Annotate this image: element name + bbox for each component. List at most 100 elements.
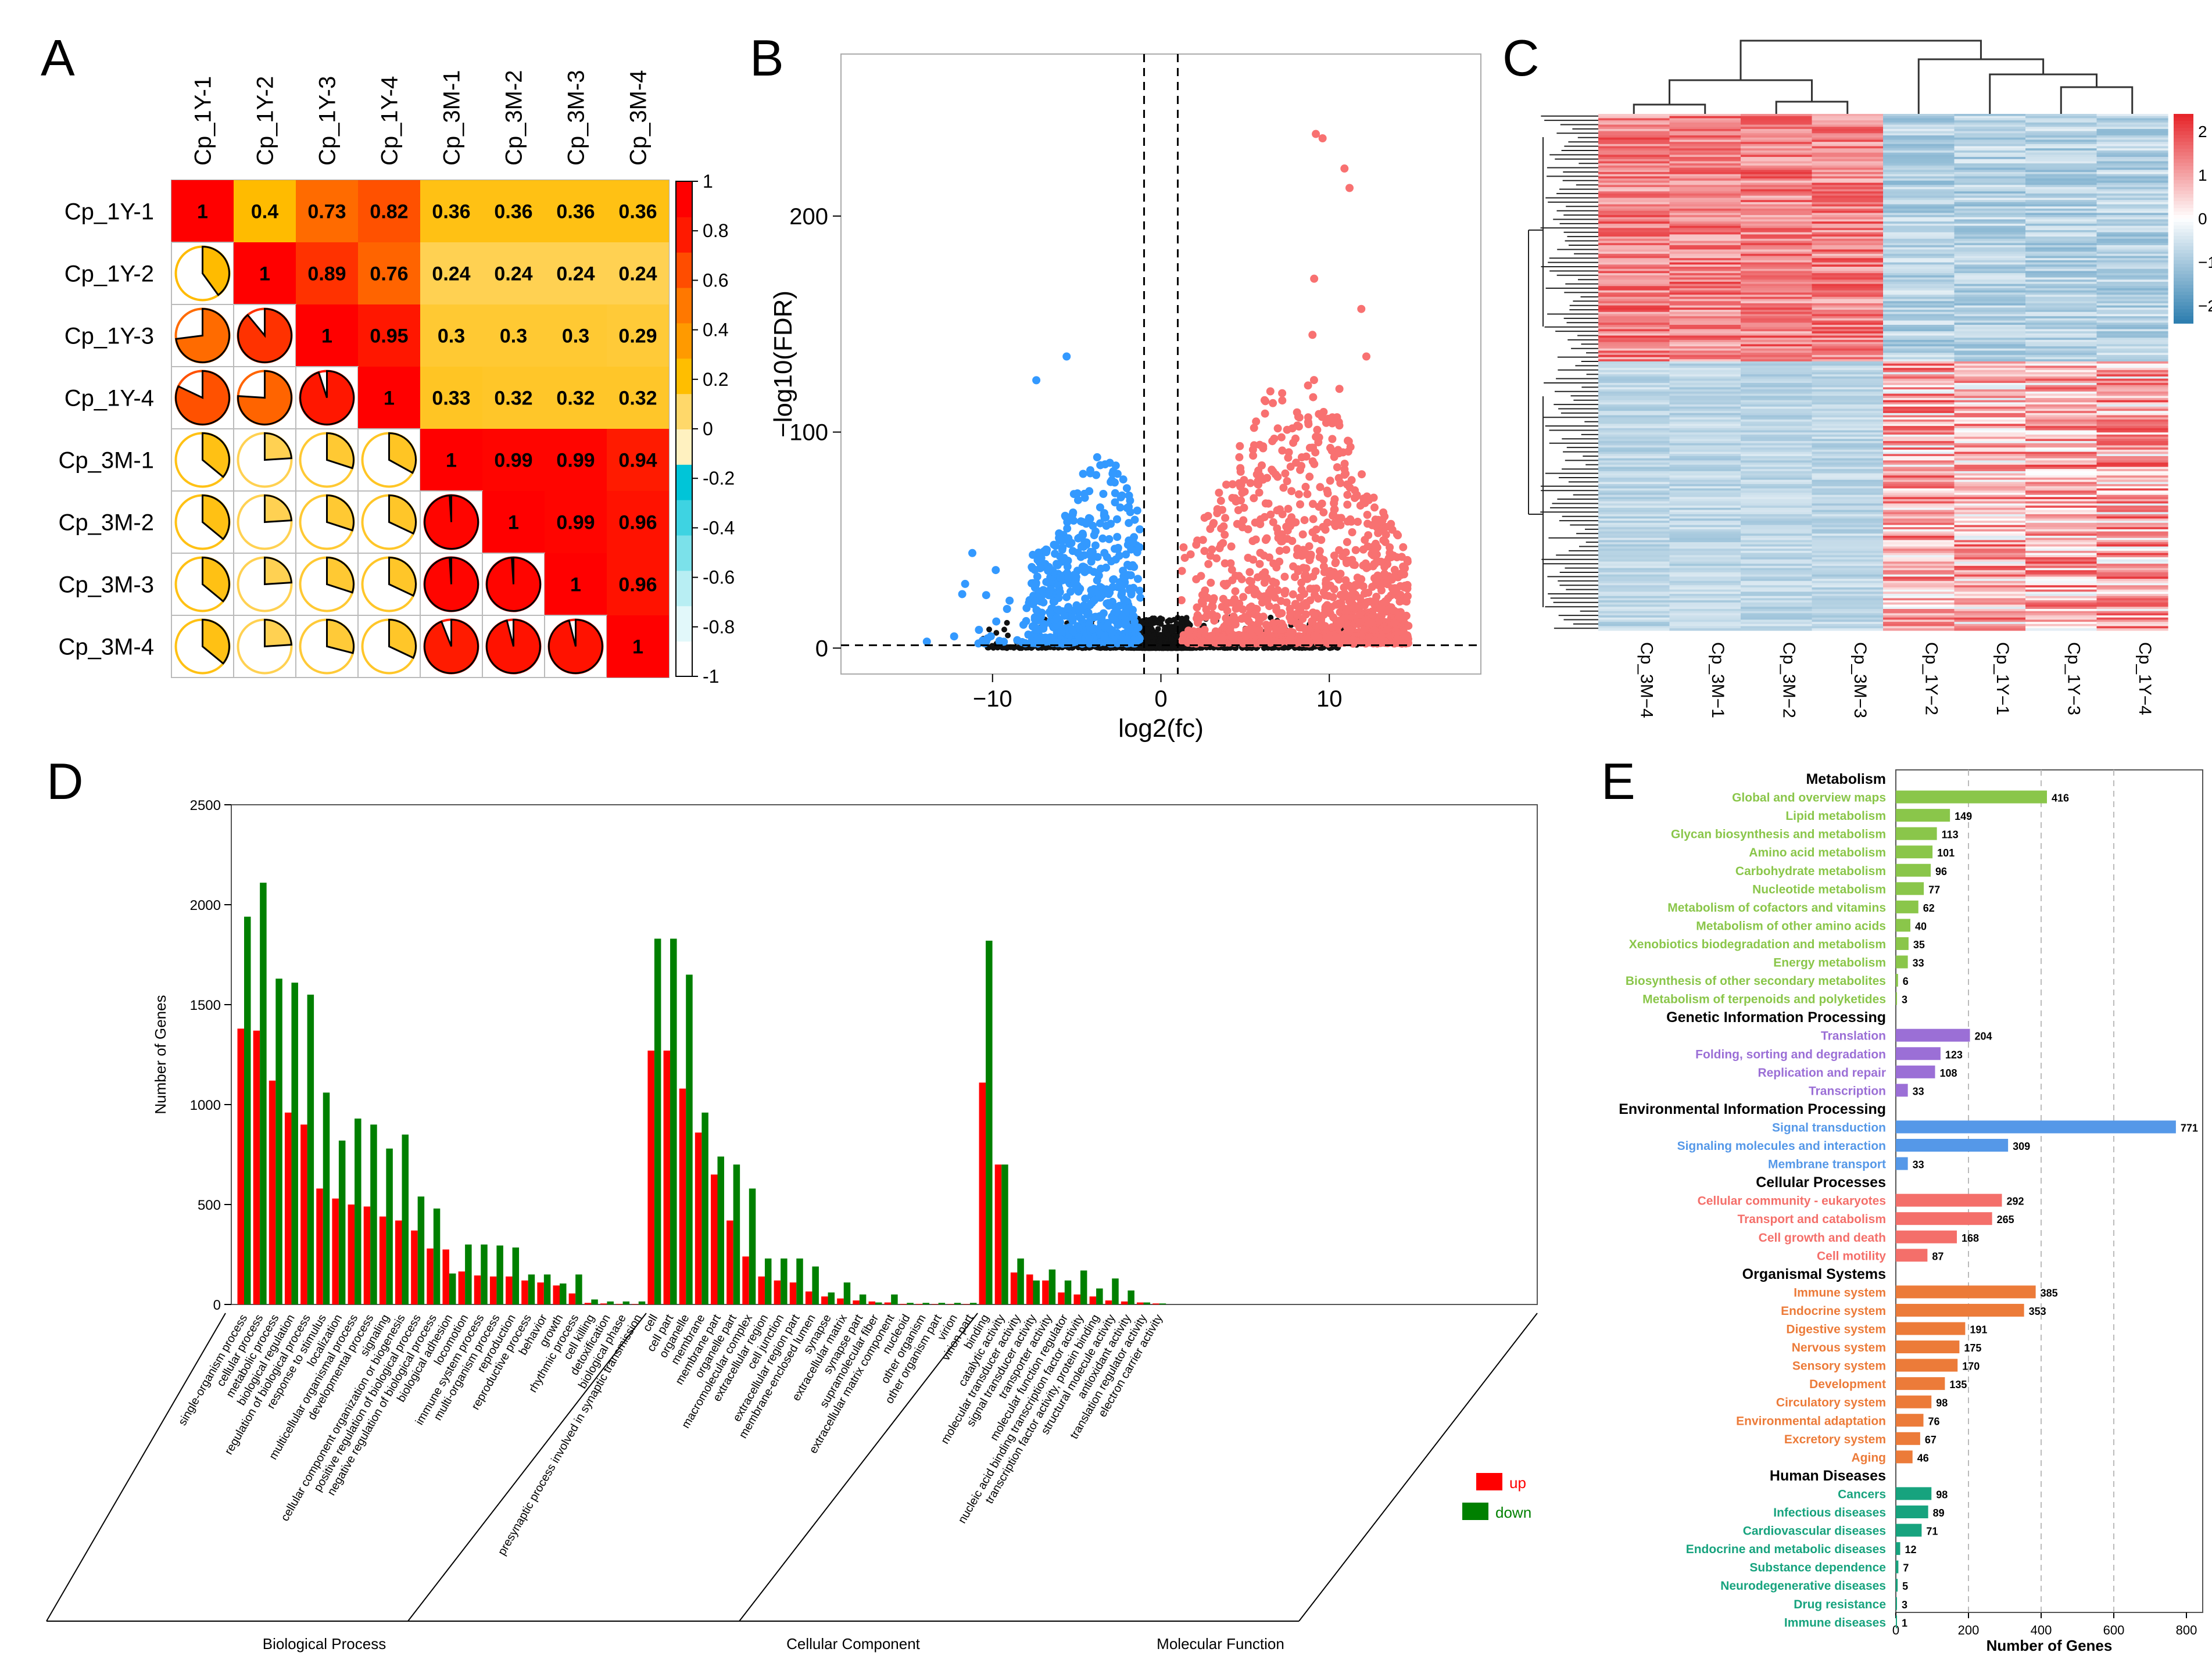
row-label: Cp_3M-2 xyxy=(58,510,154,536)
heat-cell xyxy=(1669,170,1741,173)
heat-cell xyxy=(2025,292,2098,295)
heat-cell xyxy=(1883,417,1955,420)
heat-cell xyxy=(1812,381,1884,383)
point-up xyxy=(1304,413,1312,422)
heat-cell xyxy=(1883,241,1955,243)
heat-cell xyxy=(1669,159,1741,162)
heat-cell xyxy=(1741,342,1813,345)
heat-cell xyxy=(2096,411,2168,414)
heat-cell xyxy=(1669,198,1741,200)
heat-cell xyxy=(1669,213,1741,216)
heat-cell xyxy=(1812,372,1884,375)
point-down xyxy=(1102,521,1111,530)
heat-cell xyxy=(1598,150,1670,153)
y-axis-label: −log10(FDR) xyxy=(769,291,797,438)
heat-cell xyxy=(1598,260,1670,263)
point-up xyxy=(1313,425,1322,434)
heat-cell xyxy=(1669,142,1741,145)
heat-cell xyxy=(2096,122,2168,126)
heat-cell xyxy=(1954,361,2026,364)
heat-cell xyxy=(1669,348,1741,352)
heat-cell xyxy=(1883,230,1955,233)
point-down xyxy=(1005,596,1014,605)
corr-cell xyxy=(607,429,669,491)
point-down xyxy=(1042,548,1051,557)
heat-cell xyxy=(1598,198,1670,200)
heat-cell xyxy=(2025,344,2098,347)
heat-cell xyxy=(1741,385,1813,388)
point-up xyxy=(1317,536,1326,544)
heat-cell xyxy=(1741,413,1813,416)
heat-cell xyxy=(1954,127,2026,130)
heat-cell xyxy=(2096,165,2168,169)
heat-cell xyxy=(1954,350,2026,353)
up-points xyxy=(1177,130,1413,648)
heat-cell xyxy=(1669,256,1741,259)
point-up xyxy=(1280,572,1289,581)
heat-cell xyxy=(1954,245,2026,248)
heat-cell xyxy=(1883,404,1955,407)
heat-cell xyxy=(1741,353,1813,356)
heat-cell xyxy=(2096,144,2168,147)
point-up xyxy=(1379,536,1388,544)
heat-cell xyxy=(1954,286,2026,289)
heat-cell xyxy=(2025,219,2098,222)
heat-cell xyxy=(1883,396,1955,399)
heat-cell xyxy=(2096,387,2168,390)
heat-cell xyxy=(1954,189,2026,192)
heat-cell xyxy=(1954,157,2026,160)
corr-cell xyxy=(482,304,545,367)
point-down xyxy=(1122,484,1131,493)
heat-cell xyxy=(1741,234,1813,237)
corr-value: 1 xyxy=(259,263,270,285)
point-down xyxy=(1108,629,1117,637)
heat-cell xyxy=(1741,339,1813,343)
heat-cell xyxy=(1883,206,1955,209)
heat-cell xyxy=(1669,245,1741,248)
pie-slice xyxy=(202,245,230,296)
heat-cell xyxy=(1669,385,1741,388)
heat-cell xyxy=(1954,359,2026,362)
heat-cell xyxy=(1954,271,2026,274)
heat-cell xyxy=(2025,307,2098,310)
heat-cell xyxy=(2025,350,2098,353)
point-up xyxy=(1282,598,1291,607)
heat-cell xyxy=(1812,419,1884,422)
corr-value: 0.4 xyxy=(251,201,278,223)
heat-cell xyxy=(2025,327,2098,330)
heat-cell xyxy=(1954,215,2026,218)
point-ns xyxy=(1148,622,1154,628)
corr-cell xyxy=(171,180,234,242)
heat-cell xyxy=(1812,241,1884,243)
pie-slice xyxy=(202,556,230,603)
point-down xyxy=(1028,562,1036,571)
panel-letter-c: C xyxy=(1502,29,1540,87)
point-down xyxy=(1114,621,1122,629)
point-up xyxy=(1359,497,1368,506)
point-up xyxy=(1308,331,1317,339)
heat-cell xyxy=(1883,305,1955,308)
heat-cell xyxy=(1883,299,1955,302)
heat-cell xyxy=(1669,314,1741,317)
heat-cell xyxy=(1741,417,1813,420)
heat-cell xyxy=(2025,275,2098,278)
heat-cell xyxy=(1883,165,1955,169)
heat-cell xyxy=(1883,339,1955,343)
point-down xyxy=(1057,627,1066,636)
point-down xyxy=(1062,352,1071,361)
point-down xyxy=(1112,608,1121,616)
heat-cell xyxy=(1598,135,1670,138)
point-up xyxy=(1395,597,1404,606)
heat-cell xyxy=(2025,241,2098,243)
heat-cell xyxy=(1954,402,2026,405)
point-up xyxy=(1283,535,1291,543)
corr-cell xyxy=(545,429,607,491)
heat-cell xyxy=(1669,387,1741,390)
heat-cell xyxy=(1669,236,1741,239)
heat-cell xyxy=(1741,381,1813,383)
point-down xyxy=(1105,458,1114,467)
heat-cell xyxy=(1954,322,2026,325)
heat-cell xyxy=(2096,120,2168,123)
corr-cell xyxy=(420,242,482,304)
heat-cell xyxy=(1598,288,1670,291)
